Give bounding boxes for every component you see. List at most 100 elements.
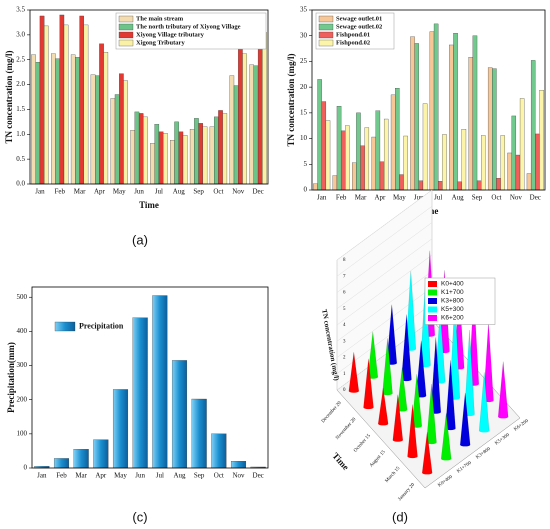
bar: [90, 74, 96, 185]
bar: [313, 183, 318, 191]
legend-label: K0+400: [441, 281, 464, 288]
cone-base: [479, 429, 490, 433]
bar: [403, 135, 408, 191]
bar: [418, 180, 424, 191]
y-tick-label: 0: [24, 464, 28, 472]
bar: [178, 131, 184, 185]
z-tick-label: 3: [343, 339, 346, 344]
x-tick-label: March 15: [385, 466, 402, 484]
cone: [498, 361, 509, 417]
bar: [123, 80, 128, 185]
panel-label: (a): [132, 232, 148, 247]
bar: [238, 43, 243, 185]
bar: [253, 65, 259, 185]
x-tick-label: Mar: [75, 472, 87, 480]
x-tick-label: October 15: [353, 433, 372, 453]
x-tick-label: May: [393, 194, 406, 202]
cone-base: [422, 471, 433, 475]
x-tick-label: Jan: [35, 188, 45, 196]
bar: [138, 113, 144, 185]
bar: [51, 53, 56, 185]
z-grid: [336, 254, 433, 326]
bar: [511, 115, 517, 191]
legend-label: Xiyong Village tributary: [136, 31, 205, 38]
bar: [99, 43, 104, 185]
bar: [171, 360, 188, 469]
bar: [230, 461, 247, 469]
y-tick-label: 500: [17, 293, 28, 301]
bar: [257, 28, 263, 185]
cone-base: [426, 440, 437, 445]
y-tick-label: 100: [17, 429, 28, 437]
panel-label: (d): [392, 509, 408, 524]
x-tick-label: Aug: [452, 194, 465, 202]
x-tick-label: Aug: [173, 188, 186, 196]
bar: [317, 79, 322, 191]
y-tick-label: 10: [300, 134, 308, 142]
legend-swatch: [428, 289, 437, 296]
bar: [530, 60, 536, 191]
legend-swatch: [428, 306, 437, 313]
bar: [526, 173, 532, 191]
bar: [410, 36, 415, 191]
legend-label: Xigong Tributary: [136, 39, 185, 46]
bar: [433, 23, 439, 191]
x-tick-label: Apr: [375, 194, 387, 202]
bar: [134, 111, 140, 185]
legend-label: Fishpond.02: [336, 39, 370, 46]
cone-base: [445, 426, 456, 431]
bar: [83, 24, 89, 185]
x-tick-label: December 20: [321, 401, 343, 425]
x-tick-label: Mar: [74, 188, 86, 196]
legend-swatch: [318, 15, 334, 23]
bar: [35, 62, 41, 185]
bar: [163, 133, 168, 185]
bar: [191, 398, 207, 469]
bar: [422, 103, 428, 191]
bar: [93, 439, 109, 469]
y-tick-label: 25: [300, 57, 308, 65]
bar: [438, 181, 443, 191]
x-tick-label: Nov: [232, 188, 245, 196]
bar: [218, 110, 223, 185]
x-axis-label: Time: [139, 200, 159, 210]
bar: [202, 126, 208, 185]
x-tick-label: Sep: [472, 194, 483, 202]
z-tick-label: 2: [343, 356, 346, 361]
y-axis-label: Precipitation(mm): [6, 342, 16, 413]
panel-label: (c): [132, 509, 147, 524]
bar: [53, 458, 70, 469]
bar: [395, 88, 400, 191]
cone-base: [348, 389, 359, 393]
bar: [130, 130, 135, 185]
y-tick-label: 2.5: [16, 55, 25, 63]
bar: [336, 106, 342, 191]
y-tick-label: 0: [304, 186, 308, 194]
bar: [214, 116, 219, 185]
bar: [249, 64, 254, 185]
x-tick-label: Jun: [135, 472, 145, 480]
x-tick-label: November 20: [335, 417, 357, 441]
legend-swatch: [118, 31, 134, 39]
bar: [242, 53, 247, 185]
legend-swatch: [318, 39, 334, 47]
cone-base: [382, 391, 393, 396]
bar: [262, 32, 267, 185]
x-tick-label: Oct: [214, 472, 224, 480]
bar: [332, 175, 338, 191]
y-tick-label: 200: [17, 395, 28, 403]
x-tick-label: Apr: [95, 472, 107, 480]
legend-label: K3+800: [441, 298, 464, 305]
legend-swatch: [118, 15, 134, 23]
cone-base: [460, 443, 471, 447]
bar: [103, 52, 109, 185]
legend-swatch: [118, 39, 134, 47]
bar: [390, 94, 396, 191]
z-grid: [336, 189, 433, 261]
cone-base: [378, 422, 389, 426]
bar: [31, 54, 36, 185]
plot-frame: [311, 9, 546, 191]
x-tick-label: May: [113, 188, 126, 196]
bar: [500, 135, 505, 191]
